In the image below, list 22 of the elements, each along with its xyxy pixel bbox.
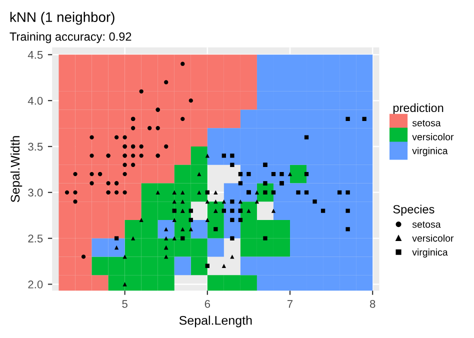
legend-label: virginica	[412, 147, 448, 156]
x-tick-label: 5	[122, 300, 128, 308]
text: prediction	[393, 103, 444, 114]
legend-label: versicolor	[412, 234, 454, 242]
text: Species	[393, 204, 434, 216]
x-tick-label: 8	[370, 300, 376, 308]
x-axis-title: Sepal.Length	[179, 316, 252, 328]
legend-label: versicolor	[412, 133, 454, 140]
x-tick-label: 7	[287, 300, 293, 308]
chart-subtitle: Training accuracy: 0.92	[10, 32, 132, 44]
legend-label: virginica	[412, 248, 448, 258]
y-tick-label: 4.5	[28, 51, 43, 59]
y-axis-title: Sepal.Width	[10, 136, 22, 202]
x-tick-label: 6	[204, 300, 210, 308]
legend-label: setosa	[412, 120, 441, 126]
y-tick-label: 2.5	[28, 234, 43, 242]
y-tick-label: 4.0	[28, 96, 43, 105]
y-tick-label: 2.0	[28, 280, 43, 288]
legend-label: setosa	[412, 221, 441, 228]
y-tick-label: 3.0	[28, 188, 43, 197]
y-tick-label: 3.5	[28, 142, 43, 151]
chart-title: kNN (1 neighbor)	[10, 12, 114, 25]
